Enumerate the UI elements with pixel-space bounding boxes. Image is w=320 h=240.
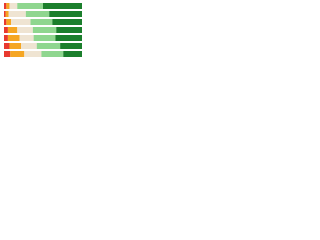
bar-segment bbox=[52, 19, 82, 25]
page: {"chart_data": {"type": "stacked-bar-hor… bbox=[0, 0, 100, 71]
bar-segment bbox=[33, 35, 56, 41]
bar-segment bbox=[56, 27, 82, 33]
bar-segment bbox=[7, 27, 18, 33]
bar-segment bbox=[9, 3, 18, 9]
bar-segment bbox=[6, 3, 10, 9]
chart bbox=[4, 3, 82, 57]
bar-segment bbox=[11, 19, 31, 25]
bar-segment bbox=[25, 11, 50, 17]
bar-segment bbox=[49, 11, 82, 17]
bar-segment bbox=[32, 27, 57, 33]
bar-segment bbox=[41, 51, 64, 57]
bar-segment bbox=[8, 11, 26, 17]
bar-segment bbox=[4, 51, 11, 57]
bar-segment bbox=[4, 27, 8, 33]
bar-segment bbox=[10, 51, 25, 57]
bar-segment bbox=[6, 19, 12, 25]
bar-segment bbox=[4, 43, 10, 49]
bar-segment bbox=[4, 11, 6, 17]
bar-segment bbox=[4, 3, 7, 9]
bar-segment bbox=[43, 3, 82, 9]
bar-segment bbox=[24, 51, 42, 57]
bar-segment bbox=[36, 43, 61, 49]
bar-segment bbox=[4, 19, 7, 25]
bar-segment bbox=[9, 43, 22, 49]
bar-segment bbox=[30, 19, 53, 25]
bar-segment bbox=[63, 51, 82, 57]
bar-segment bbox=[5, 11, 9, 17]
bar-segment bbox=[7, 35, 20, 41]
bar-segment bbox=[21, 43, 37, 49]
bar-segment bbox=[55, 35, 82, 41]
bar-segment bbox=[19, 35, 34, 41]
bar-segment bbox=[4, 35, 8, 41]
bar-segment bbox=[17, 3, 43, 9]
bar-segment bbox=[60, 43, 82, 49]
bar-segment bbox=[17, 27, 33, 33]
